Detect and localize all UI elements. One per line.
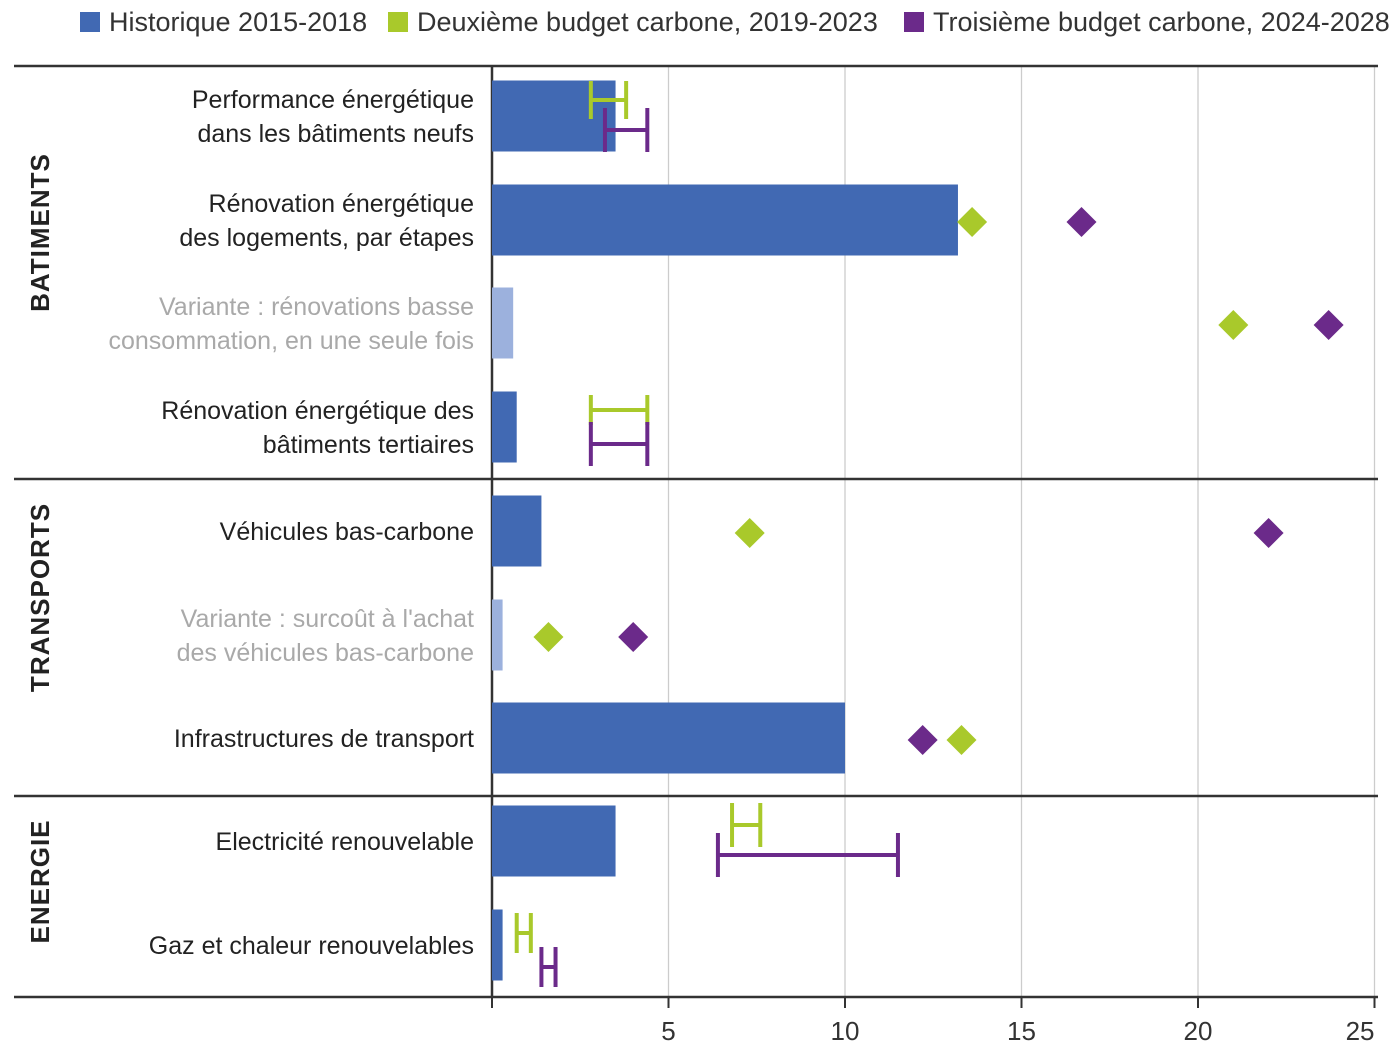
marker-third-budget-1	[1066, 207, 1097, 237]
legend-swatch-third-budget	[904, 12, 924, 32]
category-label-line: dans les bâtiments neufs	[197, 120, 474, 148]
marker-third-budget-5	[618, 622, 649, 652]
section-label-batiments: BATIMENTS	[25, 153, 55, 312]
category-label-3: Rénovation énergétique des bâtiments tert…	[161, 397, 474, 459]
category-label-2: Variante : rénovations basse consommation…	[109, 293, 475, 355]
category-label-line: Rénovation énergétique	[209, 190, 474, 218]
bar-historical-5	[492, 599, 503, 671]
bar-historical-1	[492, 184, 958, 256]
section-label-energie: ENERGIE	[25, 819, 55, 943]
range-third-budget-3	[588, 422, 650, 466]
marker-second-budget-2	[1218, 310, 1249, 340]
bar-historical-3	[492, 391, 517, 463]
x-tick-label-10: 10	[831, 1016, 860, 1045]
range-second-budget-3	[588, 395, 650, 425]
category-label-1: Rénovation énergétique des logements, par…	[179, 190, 474, 252]
bar-historical-8	[492, 909, 503, 981]
category-label-6: Infrastructures de transport	[174, 725, 474, 753]
category-label-4: Véhicules bas-carbone	[220, 518, 474, 546]
category-label-line: Rénovation énergétique des	[161, 397, 474, 425]
x-tick-label-5: 5	[661, 1016, 675, 1045]
category-label-0: Performance énergétique dans les bâtiment…	[192, 86, 474, 148]
category-label-line: Electricité renouvelable	[216, 828, 474, 856]
legend-swatch-historical	[80, 12, 100, 32]
bar-historical-7	[492, 805, 616, 877]
marker-third-budget-6	[907, 725, 938, 755]
category-label-line: consommation, en une seule fois	[109, 327, 475, 355]
category-label-7: Electricité renouvelable	[216, 828, 474, 856]
category-label-line: des logements, par étapes	[179, 224, 474, 252]
marker-second-budget-4	[734, 518, 765, 548]
legend-item-third-budget: Troisième budget carbone, 2024-2028	[904, 6, 1390, 38]
range-second-budget-0	[588, 81, 629, 119]
section-label-transports: TRANSPORTS	[25, 503, 55, 692]
category-label-line: des véhicules bas-carbone	[177, 639, 474, 667]
range-third-budget-8	[539, 947, 558, 987]
range-second-budget-8	[514, 913, 533, 953]
category-label-line: Gaz et chaleur renouvelables	[149, 932, 474, 960]
category-label-line: Variante : rénovations basse	[159, 293, 474, 321]
bar-historical-2	[492, 287, 514, 359]
range-second-budget-7	[730, 803, 763, 847]
marker-second-budget-1	[957, 207, 988, 237]
marker-third-budget-4	[1253, 518, 1284, 548]
legend-label-historical: Historique 2015-2018	[109, 6, 368, 37]
chart-legend: Historique 2015-2018 Deuxième budget car…	[0, 0, 1392, 44]
category-label-line: Véhicules bas-carbone	[220, 518, 474, 546]
category-label-5: Variante : surcoût à l'achat des véhicule…	[177, 605, 474, 667]
category-label-8: Gaz et chaleur renouvelables	[149, 932, 474, 960]
bar-historical-0	[492, 80, 616, 152]
category-label-line: Performance énergétique	[192, 86, 474, 114]
category-label-line: bâtiments tertiaires	[263, 431, 474, 459]
category-label-line: Variante : surcoût à l'achat	[181, 605, 474, 633]
range-third-budget-7	[715, 833, 900, 877]
legend-swatch-second-budget	[388, 12, 408, 32]
legend-label-second-budget: Deuxième budget carbone, 2019-2023	[417, 6, 878, 37]
marker-third-budget-2	[1313, 310, 1344, 340]
x-tick-label-15: 15	[1007, 1016, 1036, 1045]
bar-historical-6	[492, 702, 845, 774]
bar-historical-4	[492, 495, 542, 567]
x-tick-label-25: 25	[1346, 1016, 1375, 1045]
category-label-line: Infrastructures de transport	[174, 725, 474, 753]
marker-second-budget-5	[533, 622, 564, 652]
x-tick-label-20: 20	[1184, 1016, 1213, 1045]
marker-second-budget-6	[946, 725, 977, 755]
legend-item-second-budget: Deuxième budget carbone, 2019-2023	[388, 6, 878, 38]
legend-item-historical: Historique 2015-2018	[80, 6, 367, 38]
legend-label-third-budget: Troisième budget carbone, 2024-2028	[933, 6, 1390, 37]
range-third-budget-0	[602, 108, 650, 152]
